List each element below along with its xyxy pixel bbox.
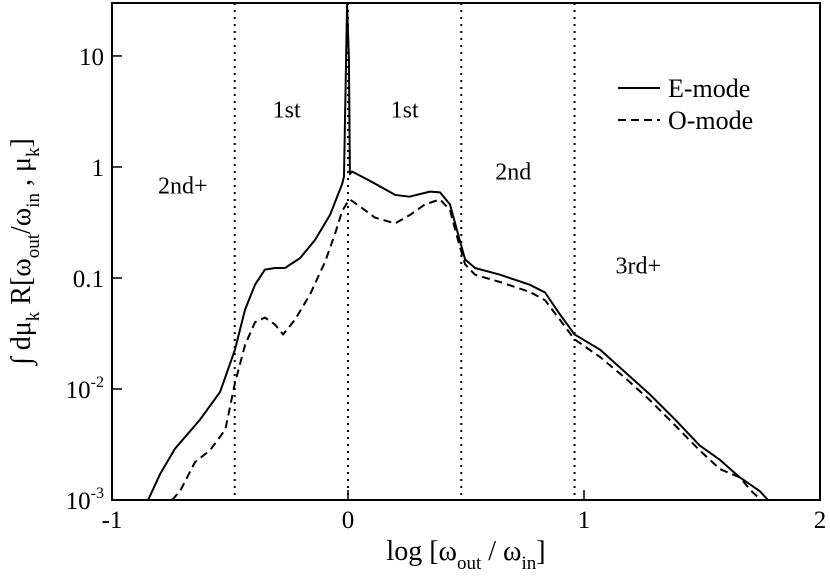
- y-tick-label: 10: [79, 44, 104, 71]
- ylabel-part: , μ: [6, 157, 37, 193]
- region-label: 1st: [273, 97, 301, 123]
- y-tick-label: 1: [92, 155, 105, 182]
- ylabel-label: ∫ dμk R[ωout/ωin , μk]: [6, 138, 44, 367]
- xlabel-part: / ω: [481, 536, 521, 567]
- xlabel-part: in: [521, 553, 536, 574]
- y-tick-label: 10-2: [66, 374, 104, 404]
- series-line: [147, 3, 769, 500]
- legend-label: E-mode: [668, 74, 750, 103]
- region-label: 1st: [391, 97, 419, 123]
- xlabel-part: log [ω: [386, 536, 457, 567]
- y-tick-label: 0.1: [73, 266, 104, 293]
- ylabel-part: /ω: [6, 208, 37, 234]
- xlabel-part: out: [457, 553, 482, 574]
- x-tick-label: 0: [342, 507, 355, 534]
- ylabel-part: k: [23, 147, 44, 157]
- y-tick-base: 10: [66, 488, 91, 515]
- series-line: [171, 198, 762, 500]
- ylabel-part: in: [23, 192, 44, 207]
- ylabel-part: k: [23, 311, 44, 321]
- region-label: 2nd: [495, 160, 531, 186]
- y-tick-base: 10: [66, 377, 91, 404]
- ylabel-part: ∫ dμ: [6, 321, 38, 367]
- ylabel-part: ]: [6, 138, 37, 147]
- region-label: 3rd+: [616, 253, 662, 279]
- x-tick-label: 1: [578, 507, 591, 534]
- xlabel-part: ]: [536, 536, 545, 567]
- x-tick-label: 2: [814, 507, 827, 534]
- region-label: 2nd+: [158, 174, 208, 200]
- legend-label: O-mode: [668, 106, 753, 135]
- ylabel-part: out: [23, 233, 44, 258]
- y-tick-exponent: -2: [91, 374, 104, 391]
- xlabel-label: log [ωout / ωin]: [386, 536, 545, 574]
- ylabel-part: R[ω: [6, 258, 37, 311]
- plot-frame: [111, 2, 821, 501]
- y-tick-label: 10-3: [66, 485, 104, 515]
- x-tick-label: -1: [102, 507, 123, 534]
- y-tick-exponent: -3: [91, 485, 104, 502]
